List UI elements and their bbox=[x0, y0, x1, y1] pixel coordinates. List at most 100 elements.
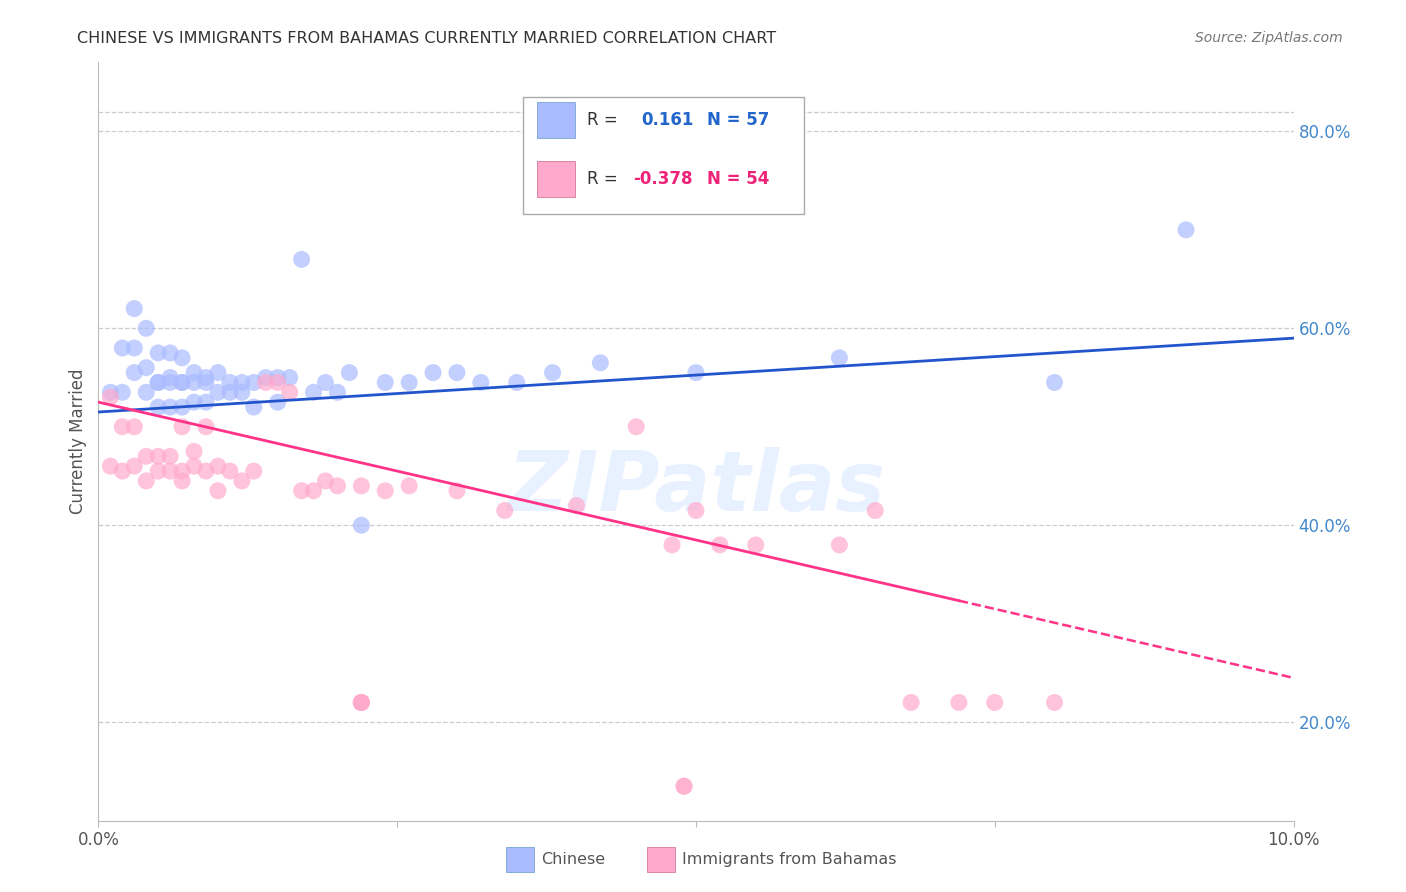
Point bbox=[231, 385, 253, 400]
Point bbox=[195, 395, 218, 409]
Point bbox=[159, 370, 181, 384]
Point bbox=[865, 503, 887, 517]
Point bbox=[326, 385, 349, 400]
Text: R =: R = bbox=[588, 169, 619, 188]
Point bbox=[291, 483, 314, 498]
Point bbox=[984, 696, 1007, 710]
Point bbox=[446, 483, 468, 498]
Point bbox=[148, 464, 170, 478]
Point bbox=[422, 366, 444, 380]
Point bbox=[278, 385, 301, 400]
Point bbox=[326, 479, 349, 493]
Point bbox=[948, 696, 970, 710]
Point bbox=[172, 464, 194, 478]
Point bbox=[135, 360, 157, 375]
Point bbox=[685, 366, 707, 380]
Point bbox=[111, 385, 134, 400]
Point bbox=[195, 464, 218, 478]
Point bbox=[183, 444, 205, 458]
Point bbox=[350, 696, 373, 710]
Point bbox=[219, 464, 242, 478]
Point bbox=[685, 503, 707, 517]
Point bbox=[111, 419, 134, 434]
Point bbox=[148, 450, 170, 464]
Point bbox=[148, 346, 170, 360]
Point bbox=[183, 395, 205, 409]
Point bbox=[172, 351, 194, 365]
Point bbox=[124, 419, 146, 434]
Text: Source: ZipAtlas.com: Source: ZipAtlas.com bbox=[1195, 31, 1343, 45]
Point bbox=[124, 366, 146, 380]
Point bbox=[302, 385, 325, 400]
Point bbox=[470, 376, 492, 390]
Point bbox=[1175, 223, 1198, 237]
Point bbox=[267, 370, 290, 384]
Point bbox=[339, 366, 361, 380]
Point bbox=[267, 376, 290, 390]
Point bbox=[172, 376, 194, 390]
Point bbox=[745, 538, 768, 552]
Text: N = 57: N = 57 bbox=[707, 112, 769, 129]
Point bbox=[111, 341, 134, 355]
Point bbox=[98, 390, 122, 404]
Point bbox=[1043, 376, 1066, 390]
Point bbox=[195, 376, 218, 390]
Text: N = 54: N = 54 bbox=[707, 169, 769, 188]
Point bbox=[207, 366, 229, 380]
Point bbox=[541, 366, 564, 380]
Point bbox=[172, 419, 194, 434]
Point bbox=[828, 538, 851, 552]
Point bbox=[172, 400, 194, 414]
Point bbox=[398, 479, 420, 493]
Point bbox=[828, 351, 851, 365]
Point bbox=[565, 499, 588, 513]
Point bbox=[183, 459, 205, 474]
Point bbox=[159, 400, 181, 414]
Point bbox=[243, 464, 266, 478]
Point bbox=[626, 419, 648, 434]
Point bbox=[148, 376, 170, 390]
Point bbox=[302, 483, 325, 498]
Point bbox=[124, 341, 146, 355]
Text: ZIPatlas: ZIPatlas bbox=[508, 447, 884, 527]
Point bbox=[315, 474, 337, 488]
Point bbox=[219, 376, 242, 390]
Point bbox=[124, 459, 146, 474]
FancyBboxPatch shape bbox=[537, 102, 575, 138]
Point bbox=[350, 696, 373, 710]
Point bbox=[506, 376, 529, 390]
Point bbox=[231, 376, 253, 390]
Y-axis label: Currently Married: Currently Married bbox=[69, 368, 87, 515]
Point bbox=[350, 518, 373, 533]
Point bbox=[172, 474, 194, 488]
Point bbox=[111, 464, 134, 478]
Point bbox=[207, 459, 229, 474]
Point bbox=[350, 696, 373, 710]
Point bbox=[148, 376, 170, 390]
Point bbox=[661, 538, 683, 552]
Point bbox=[98, 385, 122, 400]
Point bbox=[98, 459, 122, 474]
Point bbox=[159, 376, 181, 390]
Point bbox=[374, 483, 396, 498]
Point bbox=[159, 464, 181, 478]
Point bbox=[494, 503, 516, 517]
Point bbox=[398, 376, 420, 390]
Point bbox=[1043, 696, 1066, 710]
Text: R =: R = bbox=[588, 112, 619, 129]
FancyBboxPatch shape bbox=[537, 161, 575, 197]
Point bbox=[291, 252, 314, 267]
Point bbox=[183, 366, 205, 380]
Point bbox=[673, 779, 696, 793]
Point bbox=[135, 321, 157, 335]
Text: Chinese: Chinese bbox=[541, 853, 606, 867]
FancyBboxPatch shape bbox=[523, 96, 804, 214]
Text: 0.161: 0.161 bbox=[641, 112, 693, 129]
Point bbox=[231, 474, 253, 488]
Point bbox=[159, 346, 181, 360]
Point bbox=[673, 779, 696, 793]
Text: CHINESE VS IMMIGRANTS FROM BAHAMAS CURRENTLY MARRIED CORRELATION CHART: CHINESE VS IMMIGRANTS FROM BAHAMAS CURRE… bbox=[77, 31, 776, 46]
Point bbox=[589, 356, 612, 370]
Point bbox=[243, 400, 266, 414]
Point bbox=[135, 385, 157, 400]
